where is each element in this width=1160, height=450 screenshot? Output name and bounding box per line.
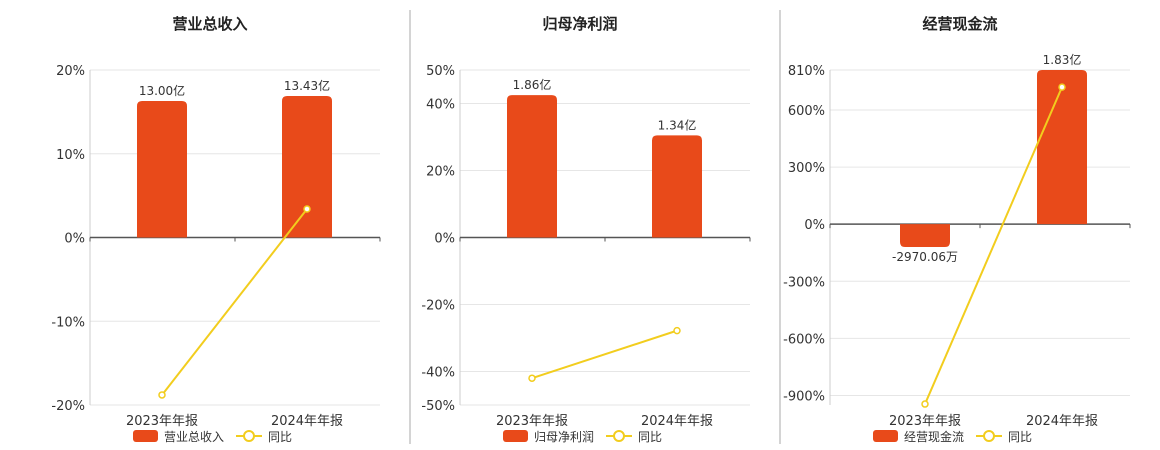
y-tick-label: 0% <box>804 218 825 233</box>
y-tick-label: 20% <box>426 165 455 180</box>
legend: 营业总收入 同比 <box>133 430 292 444</box>
y-tick-label: 0% <box>434 232 455 247</box>
legend-bar-swatch <box>503 430 528 442</box>
legend-line-label: 同比 <box>638 430 662 444</box>
y-tick-label: 600% <box>788 104 825 119</box>
bar <box>652 135 702 238</box>
x-category-label: 2024年年报 <box>1026 414 1098 429</box>
legend-bar-label: 归母净利润 <box>534 430 594 444</box>
legend-line-label: 同比 <box>1008 430 1032 444</box>
yoy-point <box>673 326 681 335</box>
y-tick-label: -50% <box>421 399 455 414</box>
yoy-point <box>303 205 311 213</box>
x-category-label: 2024年年报 <box>641 414 713 429</box>
legend: 归母净利润 同比 <box>503 430 662 444</box>
chart-title: 营业总收入 <box>172 15 247 33</box>
yoy-point <box>921 400 929 408</box>
yoy-line <box>924 86 1063 405</box>
bar-data-label: 1.34亿 <box>658 117 697 132</box>
yoy-point <box>528 374 536 382</box>
chart-panel-2: 归母净利润 50% 40% 20% 0% -20% -40% -50% 2023年年报 2024年… <box>421 15 751 444</box>
bar <box>137 100 187 238</box>
yoy-line <box>531 329 678 380</box>
y-tick-label: 0% <box>64 232 85 247</box>
bar <box>507 95 557 238</box>
y-tick-label: 810% <box>788 64 825 79</box>
bar <box>282 95 332 238</box>
chart-panel-3: 经营现金流 810% 600% 300% 0% -300% -600% -900% 2023年年… <box>783 15 1131 444</box>
bar-data-label: 13.00亿 <box>139 83 185 98</box>
legend-bar-swatch <box>873 430 898 442</box>
chart-panel-1: 营业总收入 20% 10% 0% -10% -20% 2023年年报 2024年年报 13.00… <box>51 15 381 444</box>
chart-title: 经营现金流 <box>922 15 997 33</box>
x-category-label: 2024年年报 <box>271 414 343 429</box>
legend-bar-label: 经营现金流 <box>904 429 964 444</box>
yoy-point <box>158 391 166 399</box>
bar-data-label: 13.43亿 <box>284 78 330 93</box>
y-tick-label: 40% <box>426 98 455 113</box>
x-category-label: 2023年年报 <box>126 414 198 429</box>
bar <box>900 224 950 248</box>
y-tick-label: 50% <box>426 64 455 79</box>
bar-data-label: 1.86亿 <box>513 77 552 92</box>
bar <box>1037 70 1087 225</box>
y-tick-label: -10% <box>51 315 85 330</box>
legend-line-marker <box>983 430 995 442</box>
y-tick-label: -900% <box>783 389 825 404</box>
x-category-label: 2023年年报 <box>496 414 568 429</box>
y-tick-label: -40% <box>421 366 455 381</box>
legend: 经营现金流 同比 <box>873 429 1032 444</box>
x-category-label: 2023年年报 <box>889 414 961 429</box>
y-tick-label: 10% <box>56 148 85 163</box>
legend-bar-swatch <box>133 430 158 442</box>
legend-line-marker <box>613 430 625 442</box>
legend-bar-label: 营业总收入 <box>164 430 224 444</box>
legend-line-marker <box>243 430 255 442</box>
y-tick-label: -300% <box>783 275 825 290</box>
y-tick-label: 300% <box>788 161 825 176</box>
chart-title: 归母净利润 <box>542 15 617 33</box>
bar-data-label: 1.83亿 <box>1043 52 1082 67</box>
yoy-point <box>1058 83 1066 91</box>
y-tick-label: -20% <box>51 399 85 414</box>
bar-data-label: -2970.06万 <box>892 250 958 264</box>
legend-line-label: 同比 <box>268 430 292 444</box>
y-tick-label: 20% <box>56 64 85 79</box>
y-tick-label: -20% <box>421 299 455 314</box>
y-tick-label: -600% <box>783 332 825 347</box>
yoy-line <box>161 208 308 396</box>
